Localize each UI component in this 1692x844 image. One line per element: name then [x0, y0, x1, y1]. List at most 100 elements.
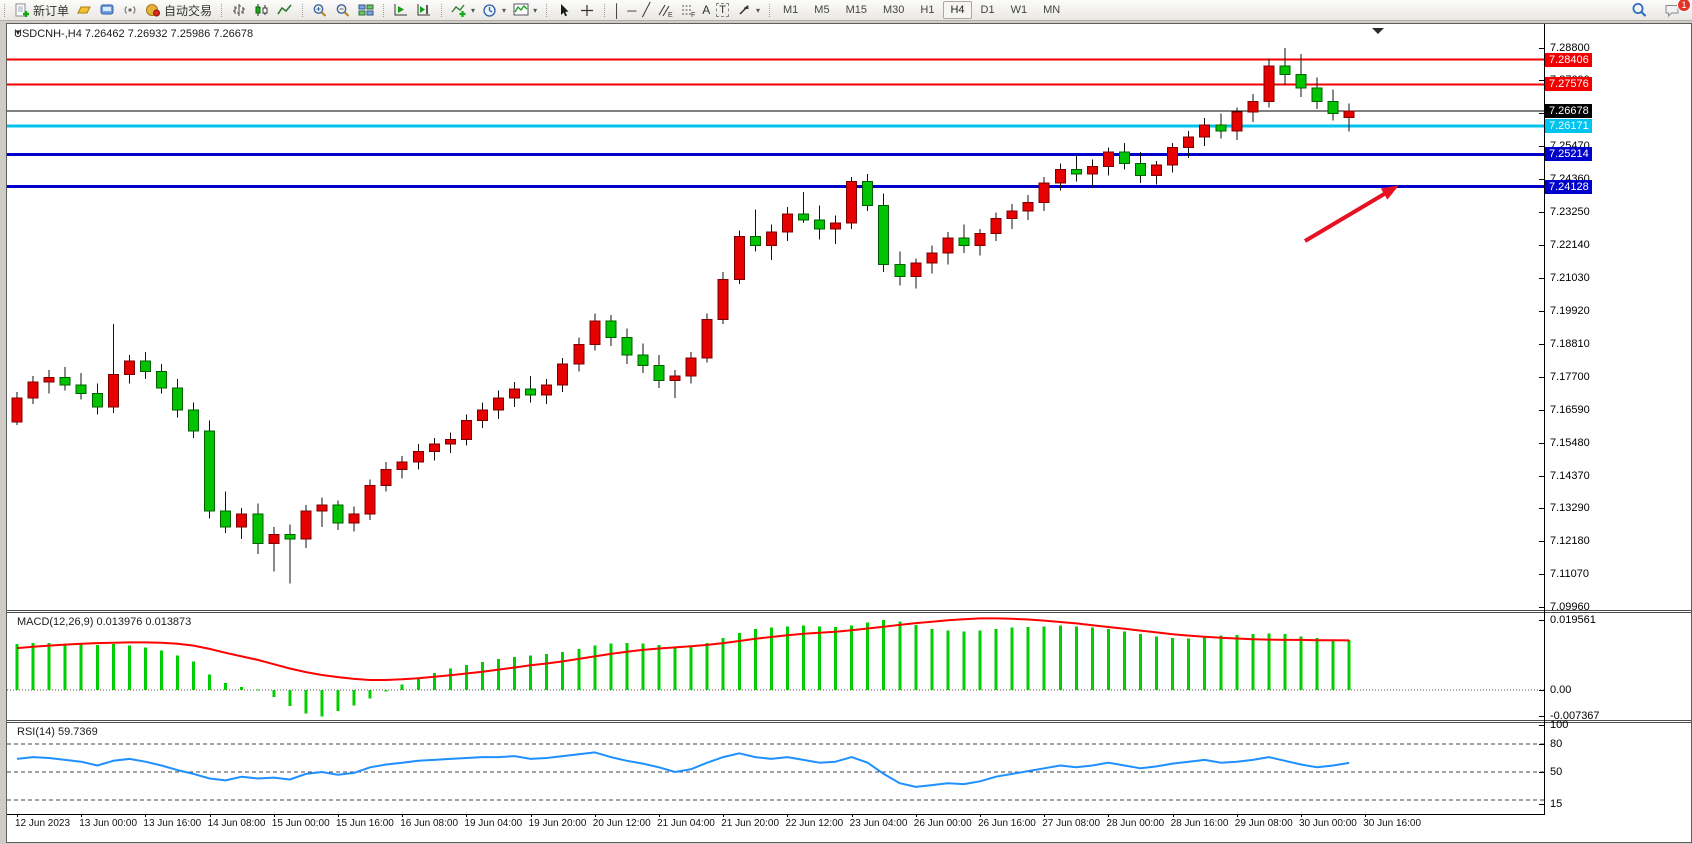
- trend-arrow-annotation[interactable]: [1303, 185, 1399, 243]
- text-button[interactable]: A: [699, 2, 713, 18]
- timeframe-h4[interactable]: H4: [943, 1, 972, 19]
- chart-shift-marker[interactable]: [1372, 28, 1384, 34]
- macd-histogram-bar: [95, 644, 99, 691]
- price-tick-mark: [1539, 715, 1544, 717]
- tile-windows-button[interactable]: [354, 2, 377, 19]
- timeframe-mn[interactable]: MN: [1043, 4, 1061, 16]
- arrows-button[interactable]: ▾: [732, 2, 763, 19]
- macd-histogram-bar: [513, 657, 517, 691]
- auto-scroll-button[interactable]: [389, 2, 412, 19]
- candle: [300, 504, 312, 548]
- candle: [846, 177, 858, 230]
- templates-button[interactable]: ▾: [509, 2, 540, 19]
- candle: [460, 414, 472, 446]
- pane-separator[interactable]: [7, 720, 1691, 723]
- price-pane-canvas[interactable]: [7, 24, 1544, 610]
- macd-histogram-bar: [785, 626, 789, 691]
- macd-histogram-bar: [1331, 639, 1335, 691]
- rsi-label: RSI(14) 59.7369: [17, 726, 98, 738]
- crosshair-button[interactable]: [575, 2, 598, 19]
- equidistant-channel-button[interactable]: E: [653, 2, 676, 19]
- candle: [91, 383, 103, 415]
- macd-histogram-bar: [1347, 639, 1351, 691]
- zoom-out-button[interactable]: [331, 2, 354, 19]
- timeframe-h1[interactable]: H1: [920, 4, 935, 16]
- time-tick-mark: [915, 814, 917, 817]
- timeframe-w1[interactable]: W1: [1010, 4, 1028, 16]
- periods-clock-icon: [481, 3, 498, 18]
- macd-histogram-bar: [416, 678, 420, 691]
- notifications-button[interactable]: 1: [1661, 0, 1691, 19]
- timeframe-m5[interactable]: M5: [814, 4, 830, 16]
- auto-trading-button[interactable]: 自动交易: [141, 1, 215, 20]
- price-tick-label: 7.16590: [1550, 403, 1590, 416]
- macd-histogram-bar: [1074, 626, 1078, 691]
- candle: [396, 456, 408, 479]
- candlestick-chart-button[interactable]: [250, 2, 273, 19]
- price-tick-mark: [1539, 689, 1544, 691]
- macd-histogram-bar: [31, 643, 35, 691]
- vertical-line-button[interactable]: │: [610, 2, 624, 19]
- macd-histogram-bar: [721, 637, 725, 691]
- price-tick-label: 7.11070: [1550, 567, 1589, 580]
- macd-histogram-bar: [432, 672, 436, 691]
- trendline-button[interactable]: ╱: [639, 1, 653, 19]
- time-tick-mark: [466, 814, 468, 817]
- timeframe-d1[interactable]: D1: [980, 4, 995, 16]
- price-tick-mark: [1539, 475, 1544, 477]
- candle: [1263, 58, 1275, 108]
- macd-histogram-bar: [1026, 627, 1030, 691]
- periods-button[interactable]: ▾: [478, 2, 509, 19]
- zoom-out-icon: [334, 3, 351, 18]
- macd-histogram-bar: [320, 690, 324, 717]
- macd-histogram-bar: [1299, 636, 1303, 691]
- candle: [1006, 203, 1018, 230]
- macd-pane-canvas[interactable]: [7, 613, 1544, 720]
- macd-histogram-bar: [240, 686, 244, 691]
- text-icon: A: [702, 3, 711, 17]
- bar-chart-button[interactable]: [227, 2, 250, 19]
- time-tick-mark: [659, 814, 660, 817]
- timeframe-m30[interactable]: M30: [882, 4, 905, 16]
- candle: [123, 355, 135, 384]
- time-tick-label: 30 Jun 00:00: [1299, 818, 1357, 829]
- macd-histogram-bar: [689, 645, 693, 691]
- time-tick-label: 23 Jun 04:00: [849, 818, 908, 829]
- candle: [27, 375, 39, 405]
- macd-histogram-bar: [1251, 634, 1255, 691]
- timeframe-m1[interactable]: M1: [783, 4, 799, 16]
- macd-histogram-bar: [464, 664, 468, 691]
- price-tick-mark: [1539, 724, 1544, 726]
- time-tick-mark: [1365, 814, 1367, 817]
- gold-button[interactable]: [72, 2, 95, 19]
- candle: [1311, 77, 1323, 109]
- add-indicator-button[interactable]: ▾: [447, 2, 478, 19]
- price-tick-mark: [1539, 245, 1544, 247]
- time-tick-label: 15 Jun 16:00: [336, 818, 394, 829]
- macd-histogram-bar: [818, 626, 821, 691]
- line-chart-button[interactable]: [273, 2, 296, 19]
- fibonacci-button[interactable]: F: [676, 2, 699, 19]
- chart-window: ▼ USDCNH-,H4 7.26462 7.26932 7.25986 7.26…: [6, 23, 1692, 843]
- text-label-button[interactable]: T: [713, 2, 732, 18]
- cursor-button[interactable]: [552, 2, 575, 19]
- signal-button[interactable]: [118, 2, 141, 19]
- symbol-dropdown-icon[interactable]: ▼: [14, 28, 22, 37]
- macd-histogram-bar: [1139, 634, 1142, 691]
- rsi-pane-canvas[interactable]: [7, 723, 1544, 814]
- zoom-in-button[interactable]: [308, 2, 331, 19]
- signal-icon: [121, 3, 138, 18]
- search-button[interactable]: [1628, 2, 1651, 19]
- macd-histogram-bar: [1219, 635, 1223, 691]
- pane-separator[interactable]: [7, 610, 1691, 613]
- candle: [11, 392, 23, 425]
- macd-histogram-bar: [79, 643, 83, 691]
- terminal-button[interactable]: [95, 2, 118, 19]
- time-tick-mark: [209, 814, 211, 817]
- horizontal-line-button[interactable]: ─: [624, 2, 639, 19]
- chart-shift-button[interactable]: [412, 2, 435, 19]
- timeframe-m15[interactable]: M15: [845, 4, 867, 16]
- new-order-button[interactable]: 新订单: [10, 1, 72, 20]
- macd-histogram-bar: [288, 690, 292, 707]
- candle: [220, 491, 232, 534]
